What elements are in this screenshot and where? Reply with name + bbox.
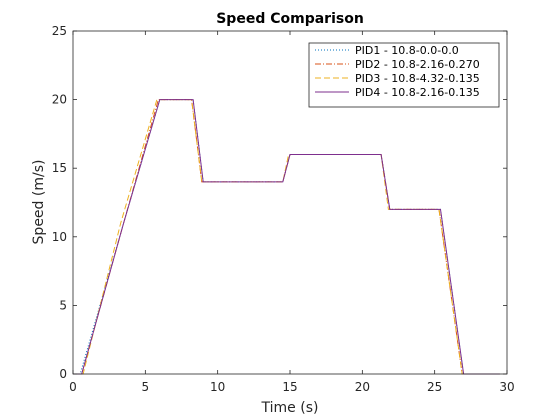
x-tick-label: 20 <box>355 380 370 394</box>
y-axis-label: Speed (m/s) <box>31 160 47 245</box>
y-tick-label: 15 <box>52 161 67 175</box>
y-axis-ticks: 0 5 10 15 20 25 <box>52 24 507 381</box>
y-tick-label: 25 <box>52 24 67 38</box>
legend-box <box>308 42 500 108</box>
x-tick-label: 5 <box>142 380 150 394</box>
y-tick-label: 20 <box>52 93 67 107</box>
series-layer <box>73 99 500 375</box>
y-tick-label: 5 <box>59 298 67 312</box>
x-tick-label: 25 <box>427 380 442 394</box>
series-line-pid3 <box>73 99 500 375</box>
x-tick-label: 10 <box>210 380 225 394</box>
x-tick-label: 15 <box>282 380 297 394</box>
x-axis-ticks: 0 5 10 15 20 25 30 <box>69 31 515 394</box>
y-tick-label: 0 <box>59 367 67 381</box>
x-tick-label: 0 <box>69 380 77 394</box>
x-axis-label: Time (s) <box>261 400 319 416</box>
legend-label-pid3: PID3 - 10.8-4.32-0.135 <box>355 72 480 85</box>
chart-title: Speed Comparison <box>216 11 364 27</box>
y-tick-label: 10 <box>52 230 67 244</box>
series-line-pid4 <box>73 99 500 375</box>
x-tick-label: 30 <box>499 380 514 394</box>
legend-label-pid2: PID2 - 10.8-2.16-0.270 <box>355 58 480 71</box>
legend-label-pid1: PID1 - 10.8-0.0-0.0 <box>355 44 459 57</box>
legend-label-pid4: PID4 - 10.8-2.16-0.135 <box>355 86 480 99</box>
